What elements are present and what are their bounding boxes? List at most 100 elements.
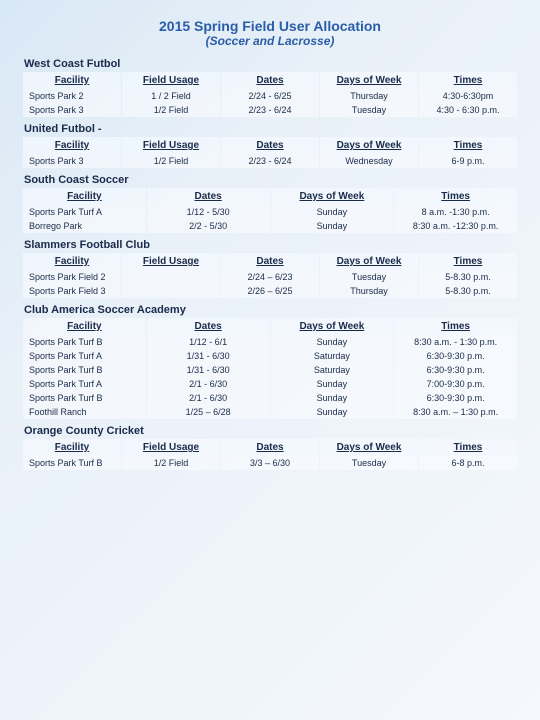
cell: 6-9 p.m. — [419, 154, 517, 168]
cell: 4:30-6:30pm — [419, 89, 517, 103]
column-header: Times — [419, 137, 517, 154]
column-header: Days of Week — [271, 188, 394, 205]
cell: Sunday — [271, 405, 394, 419]
column-header: Days of Week — [320, 439, 418, 456]
cell: Sunday — [271, 377, 394, 391]
cell: Sports Park Turf A — [23, 349, 146, 363]
cell: 8:30 a.m. -12:30 p.m. — [394, 219, 517, 233]
section-header: Slammers Football Club — [22, 239, 518, 251]
cell: 2/2 - 5/30 — [147, 219, 270, 233]
cell: 1 / 2 Field — [122, 89, 220, 103]
cell: 2/24 - 6/25 — [221, 89, 319, 103]
table-row: Sports Park Turf A1/12 - 5/30Sunday8 a.m… — [23, 205, 517, 219]
column-header: Facility — [23, 439, 121, 456]
cell: Saturday — [271, 349, 394, 363]
table-row: Sports Park Turf B1/12 - 6/1Sunday8:30 a… — [23, 335, 517, 349]
column-header: Days of Week — [320, 72, 418, 89]
column-header: Times — [394, 188, 517, 205]
cell: 2/23 - 6/24 — [221, 154, 319, 168]
cell: Sports Park 2 — [23, 89, 121, 103]
column-header: Dates — [221, 72, 319, 89]
allocation-table: FacilityField UsageDatesDays of WeekTime… — [22, 253, 518, 298]
cell: Sunday — [271, 205, 394, 219]
table-row: Sports Park Field 22/24 – 6/23Tuesday5-8… — [23, 270, 517, 284]
allocation-table: FacilityDatesDays of WeekTimesSports Par… — [22, 318, 518, 419]
column-header: Facility — [23, 188, 146, 205]
cell: 2/23 - 6/24 — [221, 103, 319, 117]
cell: 8:30 a.m. – 1:30 p.m. — [394, 405, 517, 419]
cell: Sports Park Turf B — [23, 391, 146, 405]
column-header: Dates — [221, 253, 319, 270]
section-header: Orange County Cricket — [22, 425, 518, 437]
section-header: Club America Soccer Academy — [22, 304, 518, 316]
cell: Thursday — [320, 284, 418, 298]
cell: 7:00-9:30 p.m. — [394, 377, 517, 391]
cell: Sunday — [271, 219, 394, 233]
cell: 1/25 – 6/28 — [147, 405, 270, 419]
section-header: United Futbol - — [22, 123, 518, 135]
cell: Sunday — [271, 335, 394, 349]
cell: Thursday — [320, 89, 418, 103]
cell: Saturday — [271, 363, 394, 377]
column-header: Times — [419, 72, 517, 89]
cell — [122, 270, 220, 284]
column-header: Days of Week — [320, 253, 418, 270]
cell: Sports Park Turf A — [23, 205, 146, 219]
cell: 6:30-9:30 p.m. — [394, 391, 517, 405]
page-subtitle: (Soccer and Lacrosse) — [22, 34, 518, 48]
column-header: Facility — [23, 72, 121, 89]
cell: 2/1 - 6/30 — [147, 391, 270, 405]
cell — [122, 284, 220, 298]
cell: 1/12 - 6/1 — [147, 335, 270, 349]
table-row: Sports Park Turf A2/1 - 6/30Sunday7:00-9… — [23, 377, 517, 391]
section-header: West Coast Futbol — [22, 58, 518, 70]
table-row: Sports Park 31/2 Field2/23 - 6/24Tuesday… — [23, 103, 517, 117]
column-header: Dates — [147, 188, 270, 205]
cell: 1/2 Field — [122, 456, 220, 470]
table-row: Sports Park 21 / 2 Field2/24 - 6/25Thurs… — [23, 89, 517, 103]
cell: 3/3 – 6/30 — [221, 456, 319, 470]
column-header: Times — [394, 318, 517, 335]
table-row: Sports Park Turf B2/1 - 6/30Sunday6:30-9… — [23, 391, 517, 405]
cell: Sunday — [271, 391, 394, 405]
cell: 6-8 p.m. — [419, 456, 517, 470]
table-row: Borrego Park2/2 - 5/30Sunday8:30 a.m. -1… — [23, 219, 517, 233]
table-row: Sports Park Turf B1/31 - 6/30Saturday6:3… — [23, 363, 517, 377]
section-header: South Coast Soccer — [22, 174, 518, 186]
allocation-table: FacilityField UsageDatesDays of WeekTime… — [22, 439, 518, 470]
cell: Sports Park Turf B — [23, 363, 146, 377]
cell: 4:30 - 6:30 p.m. — [419, 103, 517, 117]
cell: Sports Park Field 3 — [23, 284, 121, 298]
column-header: Facility — [23, 137, 121, 154]
cell: 2/24 – 6/23 — [221, 270, 319, 284]
cell: 1/2 Field — [122, 154, 220, 168]
column-header: Field Usage — [122, 137, 220, 154]
cell: Foothill Ranch — [23, 405, 146, 419]
column-header: Dates — [221, 137, 319, 154]
cell: Tuesday — [320, 456, 418, 470]
cell: Borrego Park — [23, 219, 146, 233]
column-header: Days of Week — [271, 318, 394, 335]
column-header: Field Usage — [122, 253, 220, 270]
column-header: Field Usage — [122, 72, 220, 89]
column-header: Field Usage — [122, 439, 220, 456]
cell: 2/26 – 6/25 — [221, 284, 319, 298]
cell: 8 a.m. -1:30 p.m. — [394, 205, 517, 219]
cell: 6:30-9:30 p.m. — [394, 349, 517, 363]
cell: 5-8.30 p.m. — [419, 284, 517, 298]
table-row: Sports Park 31/2 Field2/23 - 6/24Wednesd… — [23, 154, 517, 168]
cell: Sports Park 3 — [23, 103, 121, 117]
cell: Sports Park Turf A — [23, 377, 146, 391]
column-header: Facility — [23, 318, 146, 335]
cell: 6:30-9:30 p.m. — [394, 363, 517, 377]
allocation-table: FacilityDatesDays of WeekTimesSports Par… — [22, 188, 518, 233]
column-header: Times — [419, 253, 517, 270]
column-header: Days of Week — [320, 137, 418, 154]
column-header: Facility — [23, 253, 121, 270]
column-header: Dates — [221, 439, 319, 456]
cell: Sports Park Turf B — [23, 456, 121, 470]
cell: Sports Park Turf B — [23, 335, 146, 349]
table-row: Sports Park Field 3 2/26 – 6/25Thursday5-… — [23, 284, 517, 298]
cell: Tuesday — [320, 270, 418, 284]
column-header: Times — [419, 439, 517, 456]
